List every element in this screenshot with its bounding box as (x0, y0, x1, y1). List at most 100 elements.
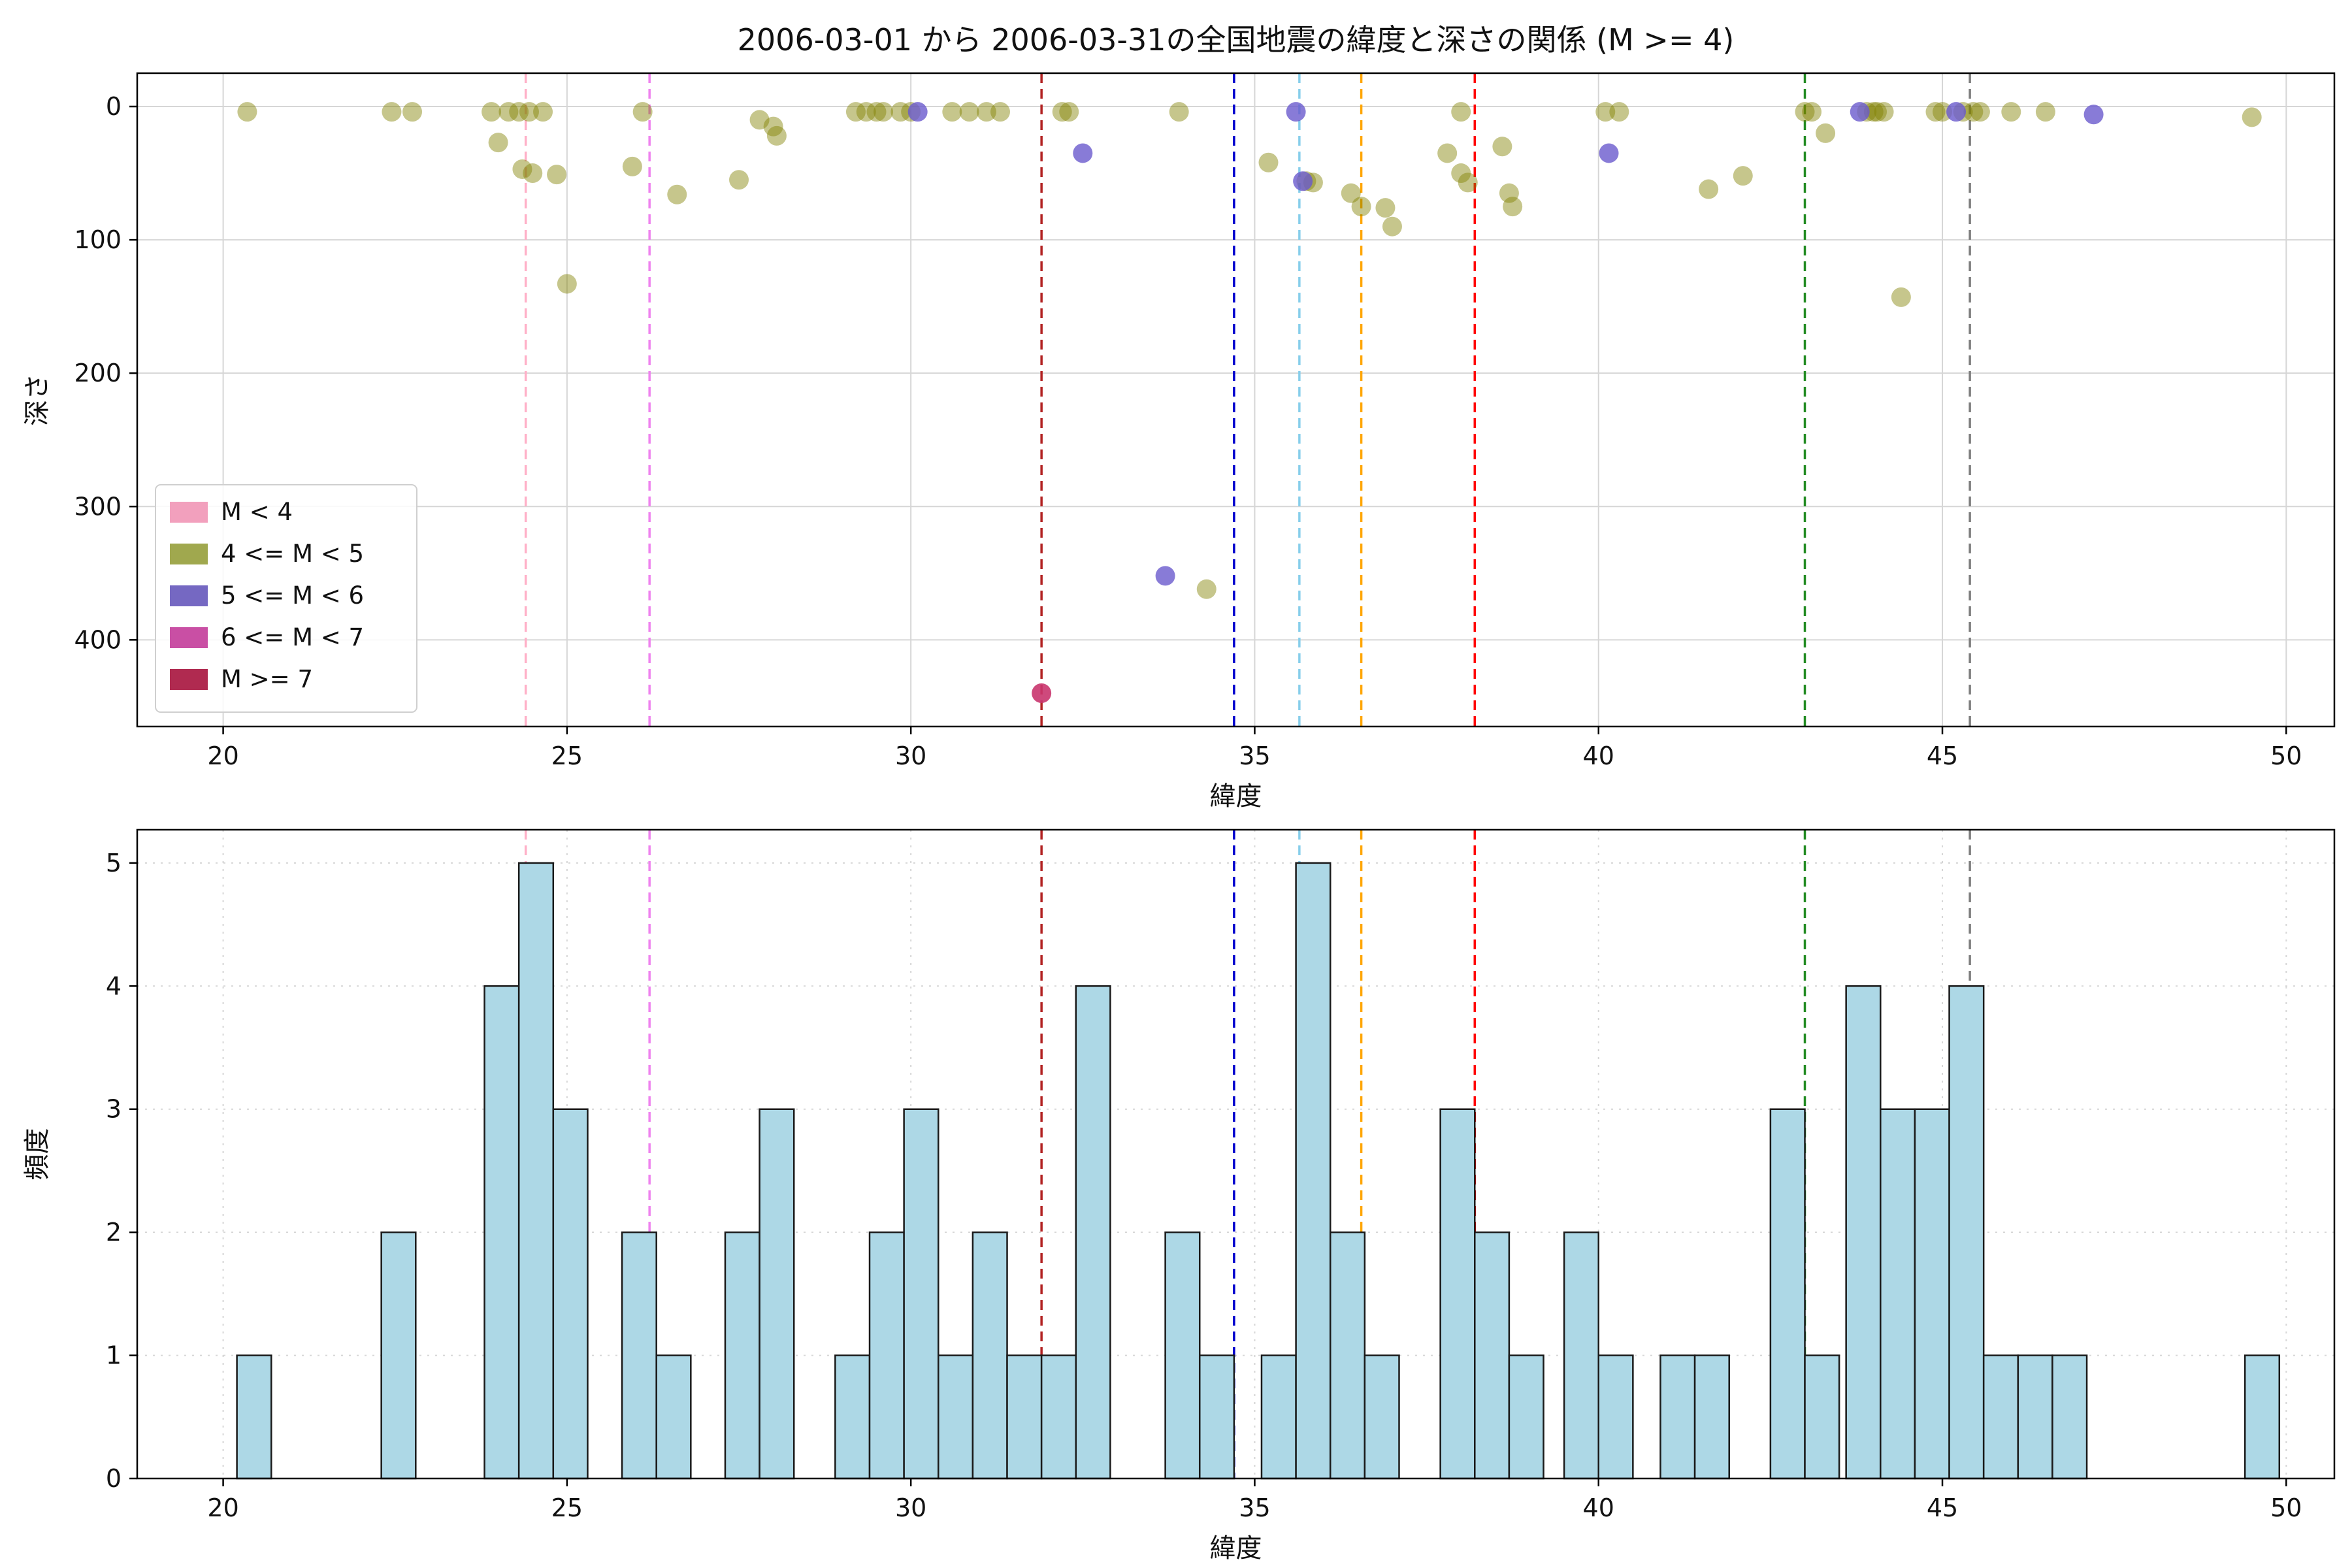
scatter-point (1503, 197, 1523, 217)
x-tick-label: 50 (2270, 742, 2302, 770)
scatter-point (1052, 102, 1072, 122)
scatter-point (1258, 152, 1279, 172)
chart-title: 2006-03-01 から 2006-03-31の全国地震の緯度と深さの関係 (… (738, 22, 1735, 57)
scatter-point (1375, 198, 1396, 218)
histogram-bar (972, 1231, 1008, 1480)
scatter-point (866, 102, 887, 122)
x-axis-label: 緯度 (1210, 781, 1262, 811)
histogram-bar (1769, 1108, 1806, 1480)
legend-box (155, 484, 417, 713)
y-tick-label: 400 (74, 625, 122, 654)
scatter-point (2083, 105, 2104, 125)
scatter-point (1492, 137, 1512, 157)
scatter-point (1933, 102, 1953, 122)
histogram-bar (1982, 1354, 2019, 1480)
scatter-point (498, 102, 519, 122)
scatter-point (237, 102, 257, 122)
scatter-point (1059, 102, 1079, 122)
scatter-point (1850, 102, 1870, 122)
scatter-point (1286, 102, 1306, 122)
histogram-bar (903, 1108, 939, 1480)
scatter-point (763, 116, 783, 137)
scatter-point (667, 184, 687, 204)
scatter-point (874, 102, 894, 122)
scatter-point (519, 102, 539, 122)
histogram-bar (834, 1354, 871, 1480)
scatter-point (1874, 102, 1894, 122)
scatter-point (1733, 166, 1753, 186)
x-tick-label: 30 (895, 742, 926, 770)
scatter-point (1802, 102, 1822, 122)
histogram-bar (380, 1231, 417, 1480)
scatter-series (907, 102, 2104, 586)
y-tick-label: 1 (106, 1341, 122, 1370)
histogram-bar (1659, 1354, 1696, 1480)
grid (137, 73, 2334, 727)
legend-swatch (170, 585, 208, 606)
scatter-point (1795, 102, 1815, 122)
scatter-point (1599, 143, 1619, 163)
scatter-point (547, 165, 567, 185)
legend-label: 6 <= M < 7 (221, 623, 364, 651)
legend-label: 5 <= M < 6 (221, 581, 364, 610)
x-tick-label: 50 (2270, 1494, 2302, 1522)
histogram-bar (938, 1354, 974, 1480)
scatter-point (1341, 183, 1361, 203)
histogram-bar (868, 1231, 905, 1480)
scatter-point (729, 170, 749, 190)
histogram-bar (1948, 985, 1985, 1480)
histogram-bar (1597, 1354, 1634, 1480)
y-tick-label: 5 (106, 849, 122, 877)
histogram-bar (1914, 1108, 1950, 1480)
x-axis-label: 緯度 (1210, 1533, 1262, 1563)
scatter-point (2242, 107, 2262, 127)
histogram-bar (1329, 1231, 1366, 1480)
scatter-point (1867, 102, 1887, 122)
axes-frame (136, 828, 2336, 1480)
histogram-bar (621, 1231, 657, 1480)
scatter-point (1963, 102, 1984, 122)
scatter-point (845, 102, 866, 122)
x-tick-label: 20 (207, 742, 238, 770)
scatter-point (2001, 102, 2021, 122)
scatter-point (1925, 102, 1946, 122)
y-axis-label: 深さ (22, 374, 52, 426)
scatter-point (1073, 143, 1093, 163)
scatter-point (1032, 683, 1052, 703)
legend-label: M < 4 (221, 498, 293, 526)
histogram-bar (1006, 1354, 1043, 1480)
histogram-bar (1474, 1231, 1511, 1480)
histogram-bar (1693, 1354, 1730, 1480)
y-tick-label: 0 (106, 1464, 122, 1493)
scatter-point (632, 102, 653, 122)
scatter-point (488, 133, 508, 153)
scatter-point (509, 102, 529, 122)
histogram-bar (1508, 1354, 1544, 1480)
histogram-bar (1040, 1354, 1077, 1480)
histogram-bar (655, 1354, 692, 1480)
y-axis-label: 頻度 (22, 1128, 52, 1181)
scatter-point (557, 274, 577, 294)
axes-frame (136, 72, 2336, 728)
scatter-point (907, 102, 928, 122)
scatter-point (1595, 102, 1616, 122)
scatter-point (1699, 179, 1719, 199)
histogram-bar (1439, 1108, 1476, 1480)
scatter-point (1946, 102, 1967, 122)
histogram-bar (236, 1354, 272, 1480)
histogram-bar (1075, 985, 1111, 1480)
legend-label: M >= 7 (221, 665, 313, 693)
scatter-point (1816, 123, 1836, 143)
histogram-bar (552, 1108, 589, 1480)
histogram-bar (759, 1108, 795, 1480)
legend-swatch (170, 669, 208, 690)
scatter-point (512, 159, 532, 179)
legend-label: 4 <= M < 5 (221, 540, 364, 568)
scatter-point (1293, 171, 1313, 191)
scatter-point (990, 102, 1010, 122)
y-tick-label: 300 (74, 492, 122, 521)
scatter-point (533, 102, 553, 122)
histogram-bar (1563, 1231, 1599, 1480)
